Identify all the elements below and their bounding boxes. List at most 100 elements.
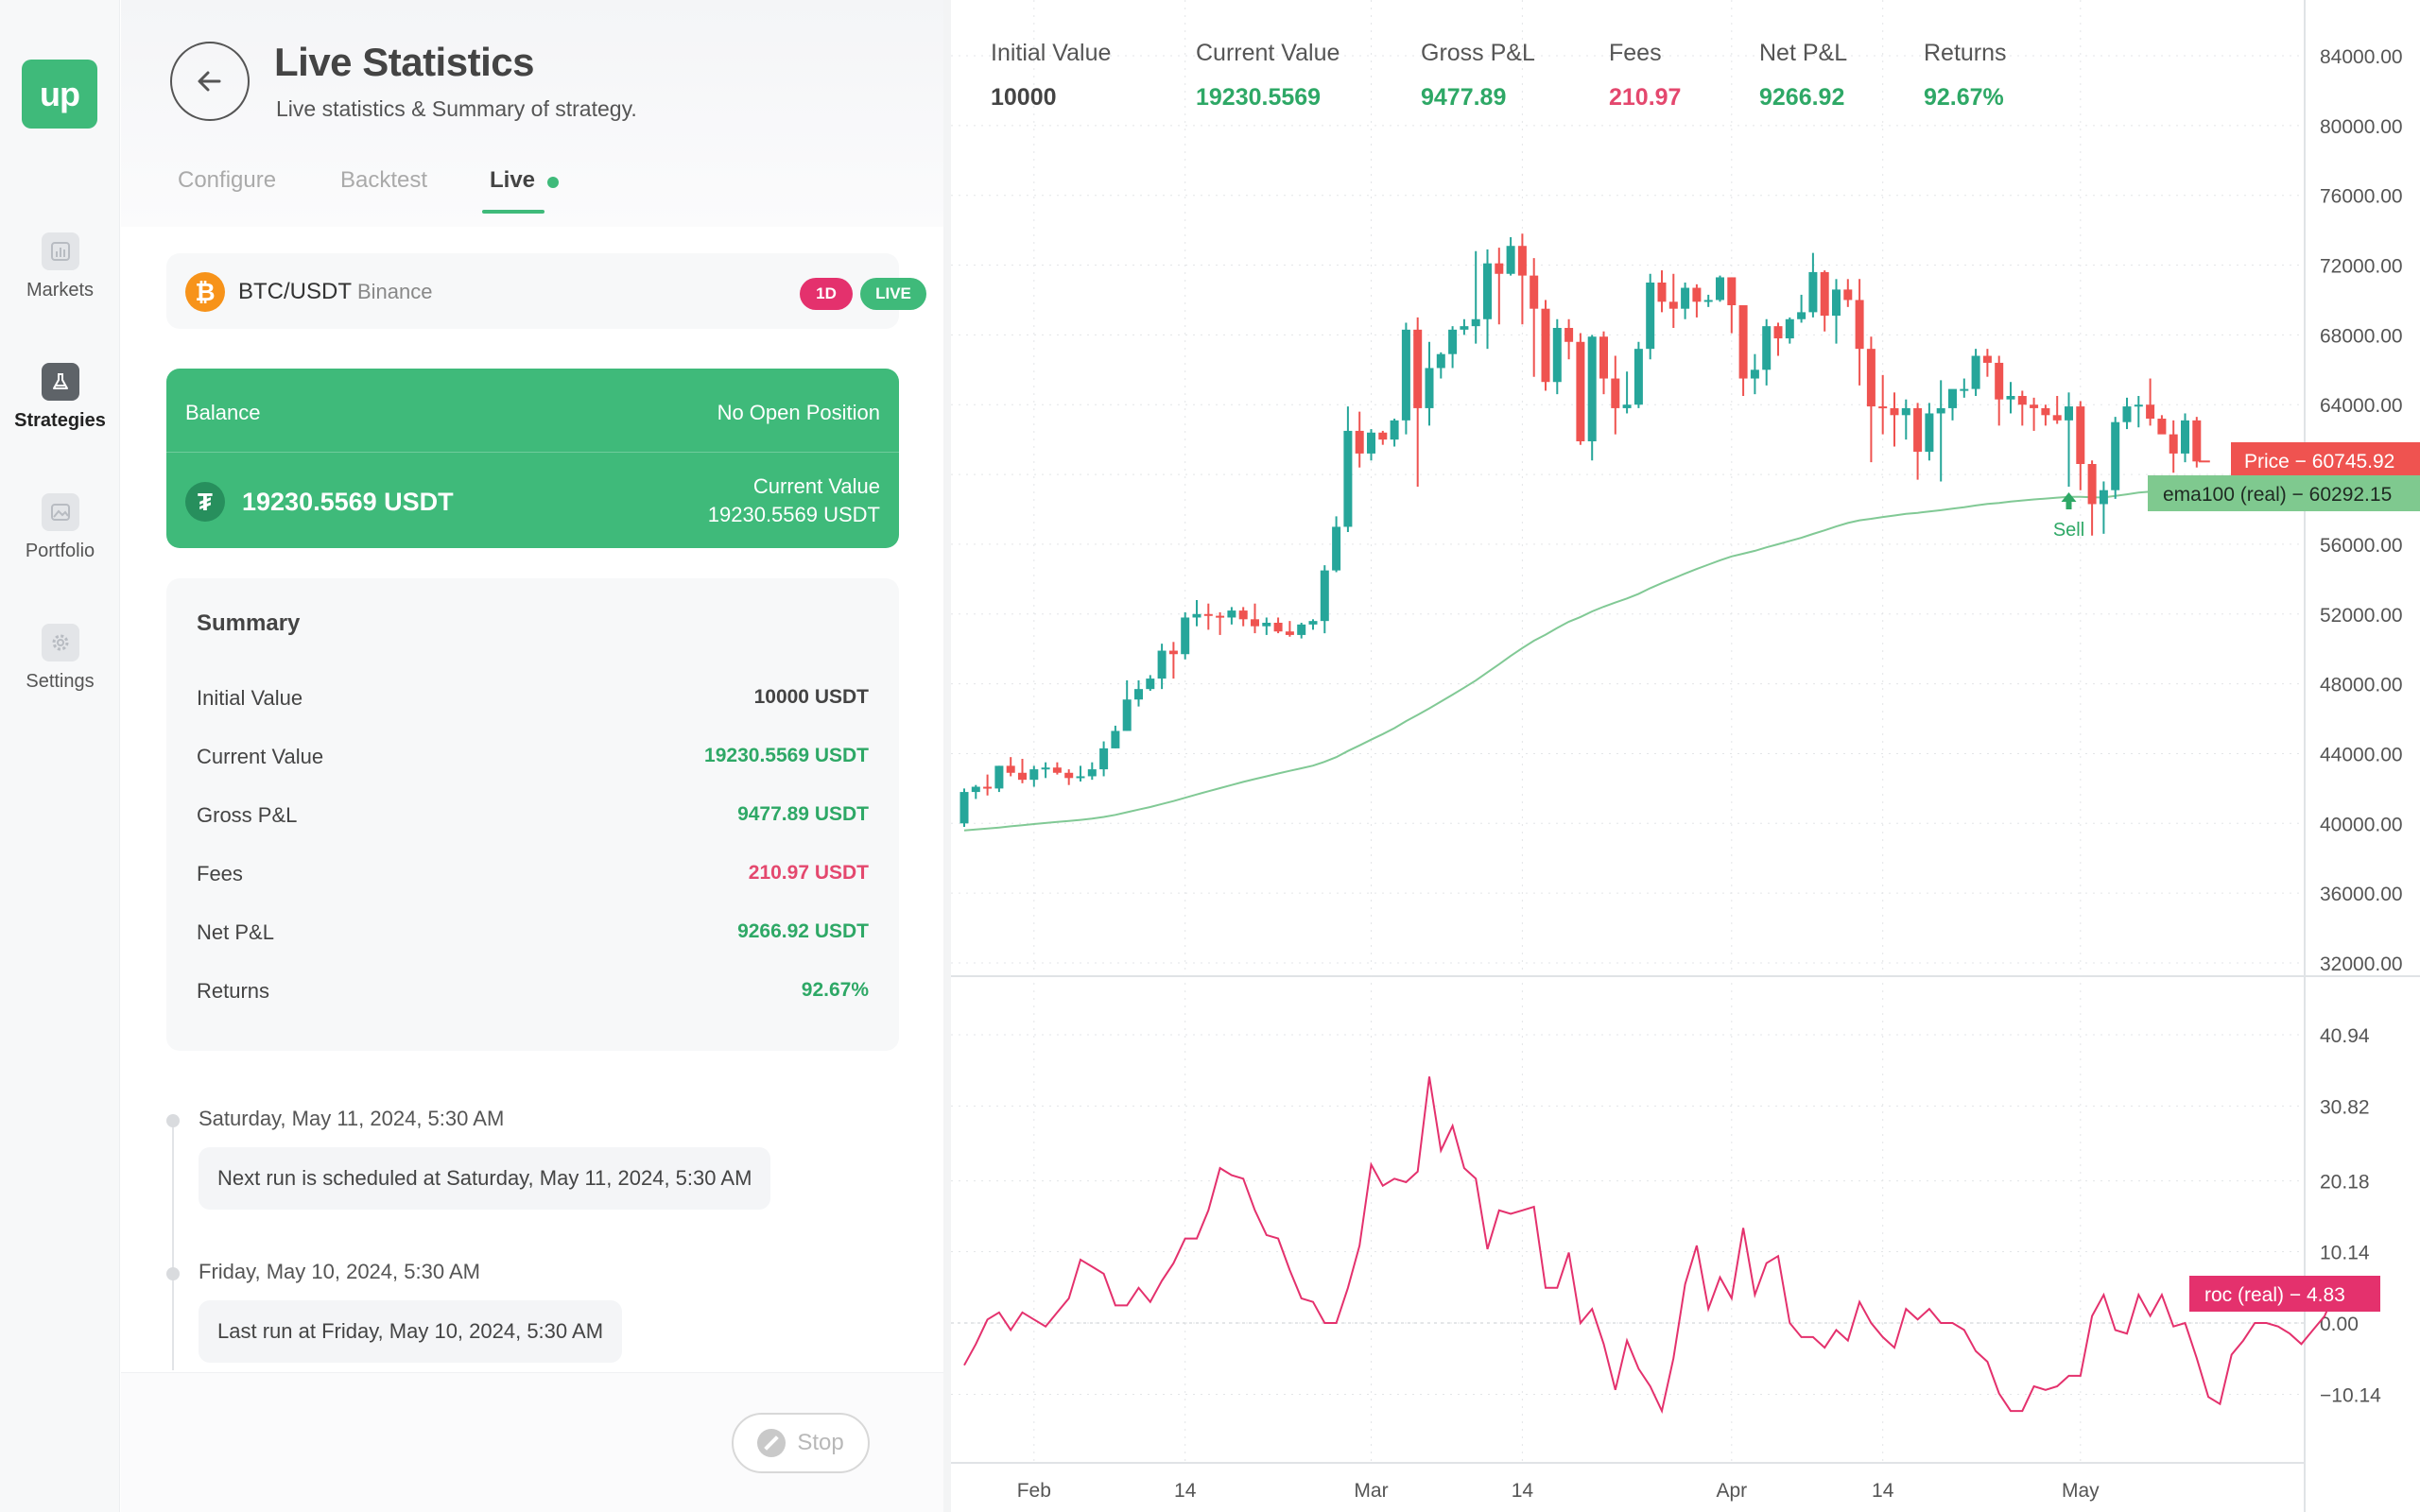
summary-value: 19230.5569 USDT: [704, 745, 869, 766]
candle-body: [1285, 631, 1294, 635]
timeline-message: Last run at Friday, May 10, 2024, 5:30 A…: [199, 1300, 623, 1363]
sell-marker-label: Sell: [2053, 520, 2084, 541]
candle-body: [1157, 650, 1167, 679]
timeline-line: [172, 1125, 174, 1370]
candle-body: [1297, 624, 1306, 635]
price-axis-tick: 56000.00: [2320, 535, 2403, 557]
candle-body: [1552, 328, 1562, 383]
summary-row: Fees 210.97 USDT: [197, 862, 869, 900]
app-logo[interactable]: up: [22, 60, 97, 129]
candle-body: [1855, 300, 1864, 350]
candle-body: [1460, 326, 1469, 330]
price-axis-tick: 40000.00: [2320, 814, 2403, 835]
roc-axis-tick: 40.94: [2320, 1025, 2370, 1047]
candle-body: [1483, 263, 1492, 319]
timeline-date: Friday, May 10, 2024, 5:30 AM: [199, 1260, 480, 1283]
candle-body: [2030, 404, 2039, 408]
candle-body: [994, 765, 1004, 789]
kpi-value: 210.97: [1609, 84, 1682, 111]
sell-arrow-icon: [2061, 492, 2077, 509]
candle-body: [1146, 679, 1155, 690]
kpi-returns: Returns 92.67%: [1924, 40, 2007, 112]
balance-divider: [166, 452, 899, 453]
candle-body: [1052, 767, 1062, 773]
candle-body: [2065, 406, 2073, 421]
candle-body: [2006, 396, 2015, 400]
tab-backtest[interactable]: Backtest: [340, 167, 428, 193]
candle-body: [1750, 369, 1759, 379]
candle-body: [1541, 308, 1550, 383]
back-button[interactable]: [170, 42, 250, 121]
summary-row: Gross P&L 9477.89 USDT: [197, 803, 869, 841]
timeline-dot: [166, 1267, 180, 1280]
candle-body: [2122, 406, 2132, 422]
candle-body: [1436, 353, 1445, 369]
candle-body: [2157, 419, 2167, 435]
kpi-gross-pnl: Gross P&L 9477.89: [1421, 40, 1535, 112]
candle-body: [1890, 407, 1899, 416]
timeline-dot: [166, 1114, 180, 1127]
candle-body: [1716, 277, 1724, 301]
time-axis-tick: 14: [1174, 1480, 1197, 1502]
candle-body: [959, 792, 969, 824]
candle-body: [1262, 623, 1271, 627]
candle-body: [2041, 407, 2050, 416]
candle-body: [2099, 490, 2108, 505]
nav-item-strategies[interactable]: Strategies: [0, 363, 120, 432]
candle-body: [1611, 378, 1620, 408]
price-axis-tick: 84000.00: [2320, 46, 2403, 68]
pair-symbol: BTC/USDT: [238, 279, 352, 304]
nav-item-settings[interactable]: Settings: [0, 624, 120, 693]
time-axis-tick: Mar: [1354, 1480, 1388, 1502]
candle-body: [2146, 404, 2155, 419]
stop-label: Stop: [797, 1430, 844, 1455]
price-axis-tick: 52000.00: [2320, 605, 2403, 627]
nav-label-settings: Settings: [26, 671, 95, 692]
candle-body: [1657, 283, 1667, 302]
current-value-label: Current Value: [752, 474, 880, 498]
candle-body: [1995, 362, 2004, 400]
candle-body: [1378, 432, 1388, 440]
roc-axis-tick: −10.14: [2320, 1385, 2381, 1407]
panel-header: Live Statistics Live statistics & Summar…: [121, 0, 943, 227]
candle-body: [1320, 570, 1329, 622]
nav-item-markets[interactable]: Markets: [0, 232, 120, 301]
candle-body: [1227, 610, 1236, 618]
price-chart[interactable]: Sell 84000.00 80000.00 76000.00 72000.00 6800…: [951, 0, 2420, 1512]
candle-body: [1099, 747, 1109, 770]
balance-amount: 19230.5569 USDT: [242, 488, 454, 516]
candle-body: [1355, 430, 1364, 454]
nav-item-portfolio[interactable]: Portfolio: [0, 493, 120, 562]
tab-live[interactable]: Live: [490, 167, 536, 193]
candle-body: [1808, 271, 1818, 313]
image-icon: [41, 493, 79, 531]
kpi-value: 19230.5569: [1196, 84, 1322, 111]
candle-body: [1448, 329, 1458, 354]
candle-body: [1820, 271, 1829, 317]
stop-button[interactable]: Stop: [732, 1413, 870, 1473]
candle-body: [1564, 328, 1574, 342]
candle-body: [2181, 420, 2189, 454]
summary-label: Fees: [197, 862, 243, 885]
tab-configure[interactable]: Configure: [178, 167, 277, 193]
balance-card: Balance No Open Position ₮ 19230.5569 US…: [166, 369, 899, 548]
candle-body: [1413, 329, 1423, 408]
nav-label-markets: Markets: [26, 280, 95, 301]
kpi-net-pnl: Net P&L 9266.92: [1759, 40, 1847, 112]
panel-divider[interactable]: [943, 0, 951, 1512]
roc-axis-tick: 0.00: [2320, 1314, 2359, 1335]
candle-body: [1646, 283, 1655, 350]
candle-body: [1622, 404, 1632, 408]
candle-body: [1471, 318, 1480, 327]
candle-body: [1948, 388, 1957, 408]
kpi-label: Fees: [1609, 40, 1662, 66]
roc-label-box: [2189, 1276, 2380, 1312]
candle-body: [1401, 329, 1410, 421]
candle-body: [1634, 349, 1643, 405]
candle-body: [1599, 336, 1608, 379]
chart-area[interactable]: Sell 84000.00 80000.00 76000.00 72000.00 6800…: [951, 0, 2420, 1512]
candle-body: [971, 786, 980, 793]
candle-body: [1517, 246, 1527, 276]
summary-label: Initial Value: [197, 686, 303, 710]
